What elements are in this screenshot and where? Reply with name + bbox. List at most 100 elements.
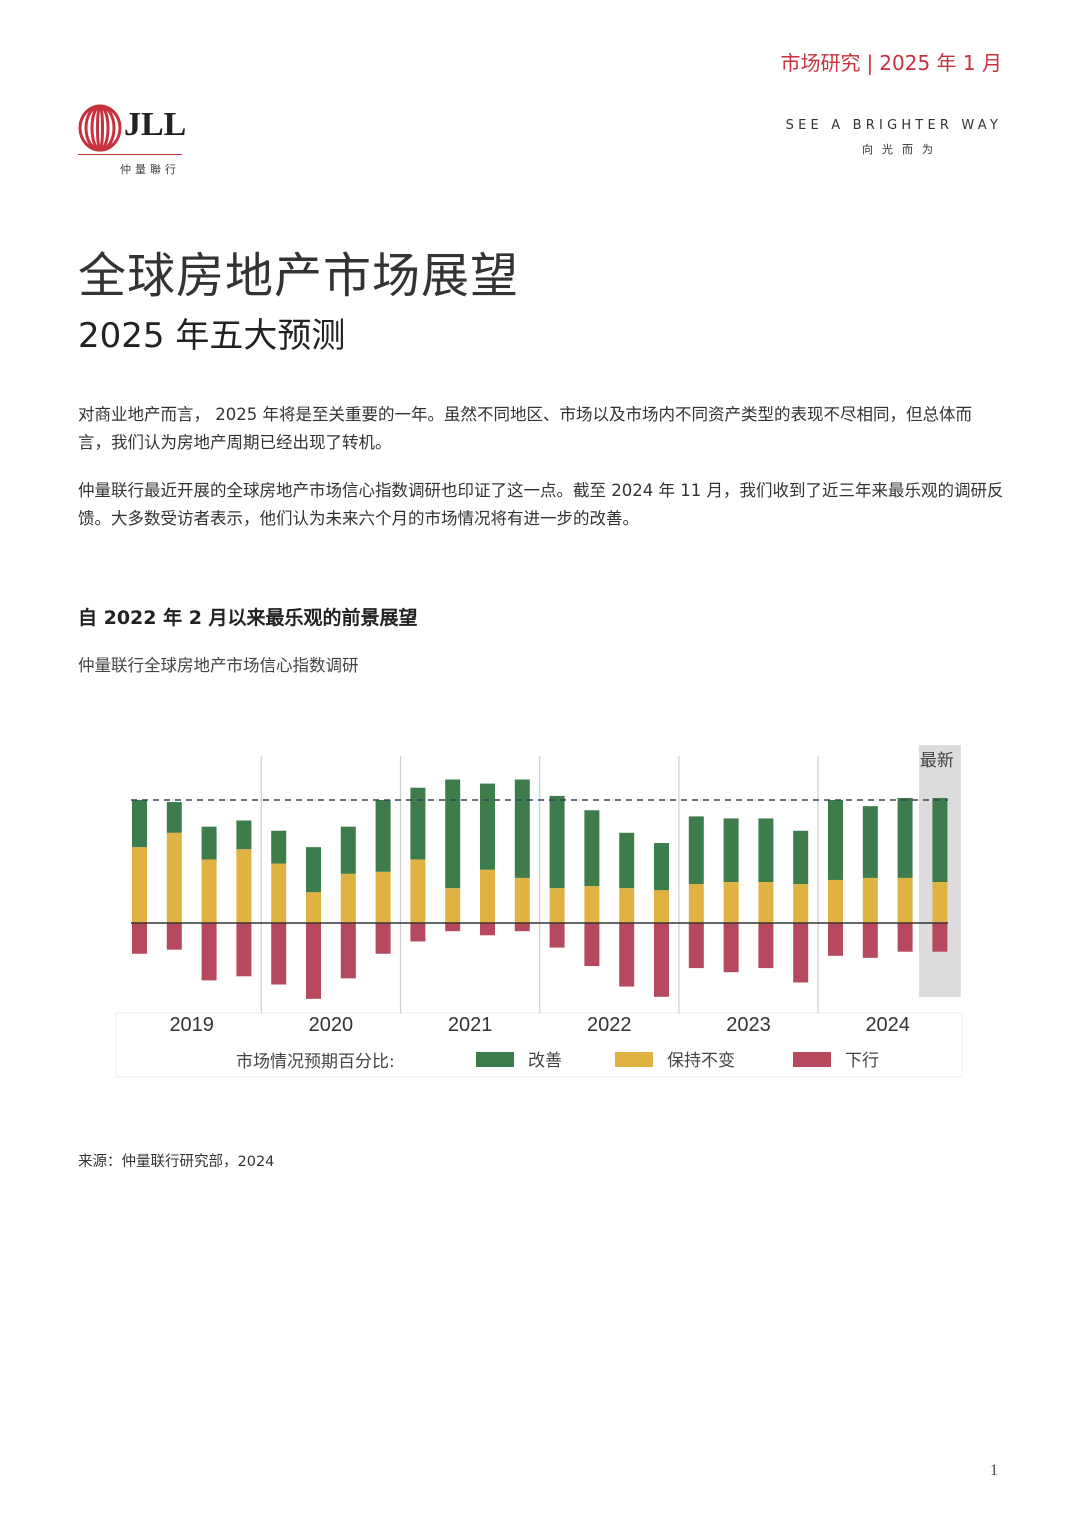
decline-bar — [132, 923, 147, 954]
tagline: SEE A BRIGHTER WAY 向光而为 — [786, 118, 1002, 157]
decline-bar — [375, 923, 391, 954]
year-label: 2020 — [309, 1014, 354, 1036]
decline-bar — [828, 923, 843, 956]
improve-bar — [375, 800, 391, 872]
sentiment-bar-chart: 最新 2019 2020 2021 2022 2023 2024 市场情况预期百分比: 改善 保持… — [115, 745, 963, 1078]
decline-bar — [549, 923, 565, 948]
improve-bar — [584, 810, 600, 887]
stable-bar — [271, 863, 287, 923]
tagline-english: SEE A BRIGHTER WAY — [785, 118, 1002, 133]
stable-bar — [375, 871, 391, 923]
stable-bar — [480, 869, 495, 923]
stable-bar — [340, 873, 356, 923]
stable-bar — [166, 832, 182, 923]
decline-bar — [758, 923, 774, 969]
decline-bar — [932, 923, 948, 952]
stable-bar — [862, 877, 878, 923]
logo-chinese-name: 仲量聯行 — [120, 163, 180, 176]
survey-paragraph: 仲量联行最近开展的全球房地产市场信心指数调研也印证了这一点。截至 2024 年 … — [78, 481, 1004, 528]
stable-bar — [201, 859, 217, 923]
improve-bar — [480, 783, 495, 870]
legend-improve-swatch — [476, 1052, 514, 1067]
stable-bar — [619, 888, 635, 923]
decline-bar — [514, 923, 530, 932]
improve-bar — [306, 847, 321, 893]
improve-bar — [132, 800, 147, 848]
decline-bar — [410, 923, 426, 942]
improve-bar — [758, 818, 774, 882]
latest-highlight-label: 最新 — [920, 751, 954, 771]
stable-bar — [723, 882, 739, 923]
year-label: 2022 — [587, 1014, 632, 1036]
stable-bar — [514, 877, 530, 923]
page-number: 1 — [990, 1462, 998, 1479]
year-label: 2024 — [865, 1014, 910, 1036]
legend-title: 市场情况预期百分比: — [236, 1052, 395, 1072]
decline-bar — [723, 923, 739, 973]
legend-stable-swatch — [615, 1052, 653, 1067]
decline-bar — [201, 923, 217, 981]
decline-bar — [793, 923, 809, 983]
improve-bar — [828, 800, 843, 880]
chart-footer-box — [115, 1012, 963, 1078]
report-category: 市场研究 — [780, 51, 861, 75]
logo-divider — [78, 154, 182, 155]
stable-bar — [758, 882, 774, 923]
legend-improve-label: 改善 — [528, 1051, 562, 1071]
improve-bar — [271, 830, 287, 864]
decline-bar — [654, 923, 669, 997]
year-label: 2019 — [169, 1014, 214, 1036]
header-separator: | — [866, 51, 874, 75]
chart-title: 自 2022 年 2 月以来最乐观的前景展望 — [78, 607, 418, 629]
improve-bar — [688, 816, 704, 885]
legend-decline-swatch — [793, 1052, 831, 1067]
page-subtitle: 2025 年五大预测 — [78, 316, 346, 356]
improve-bar — [201, 826, 217, 860]
stable-bar — [688, 884, 704, 923]
decline-bar — [236, 923, 252, 977]
decline-bar — [480, 923, 495, 936]
report-date: 2025 年 1 月 — [879, 51, 1002, 75]
legend-stable-label: 保持不变 — [667, 1051, 735, 1071]
decline-bar — [584, 923, 600, 967]
improve-bar — [340, 826, 356, 874]
stable-bar — [932, 882, 948, 923]
stable-bar — [445, 888, 461, 923]
improve-bar — [166, 802, 182, 833]
stable-bar — [828, 879, 843, 923]
decline-bar — [897, 923, 913, 952]
year-label: 2021 — [448, 1014, 493, 1036]
source-note: 来源：仲量联行研究部，2024 — [78, 1154, 275, 1170]
report-category-date: 市场研究 | 2025 年 1 月 — [781, 47, 1002, 76]
stable-bar — [793, 884, 809, 923]
improve-bar — [932, 797, 948, 882]
decline-bar — [306, 923, 321, 999]
stable-bar — [410, 859, 426, 923]
chart-subtitle: 仲量联行全球房地产市场信心指数调研 — [78, 656, 359, 675]
jll-logo: JLL 仲量聯行 — [78, 104, 188, 176]
decline-bar — [271, 923, 287, 985]
improve-bar — [897, 797, 913, 878]
improve-bar — [723, 818, 739, 882]
logo-brand-text: JLL — [124, 106, 187, 143]
stable-bar — [584, 886, 600, 923]
year-label: 2023 — [726, 1014, 771, 1036]
decline-bar — [688, 923, 704, 969]
decline-bar — [619, 923, 635, 987]
improve-bar — [793, 830, 809, 885]
improve-bar — [654, 843, 669, 891]
tagline-chinese: 向光而为 — [862, 143, 942, 156]
intro-paragraph: 对商业地产而言， 2025 年将是至关重要的一年。虽然不同地区、市场以及市场内不… — [78, 405, 972, 452]
decline-bar — [340, 923, 356, 979]
stable-bar — [236, 849, 252, 923]
legend-decline-label: 下行 — [845, 1051, 879, 1071]
improve-bar — [619, 832, 635, 889]
improve-bar — [514, 779, 530, 878]
stable-bar — [654, 890, 669, 923]
improve-bar — [410, 787, 426, 860]
decline-bar — [862, 923, 878, 958]
stable-bar — [897, 877, 913, 923]
improve-bar — [862, 806, 878, 878]
jll-logo-mark-icon — [78, 104, 122, 152]
page-title: 全球房地产市场展望 — [78, 248, 520, 304]
